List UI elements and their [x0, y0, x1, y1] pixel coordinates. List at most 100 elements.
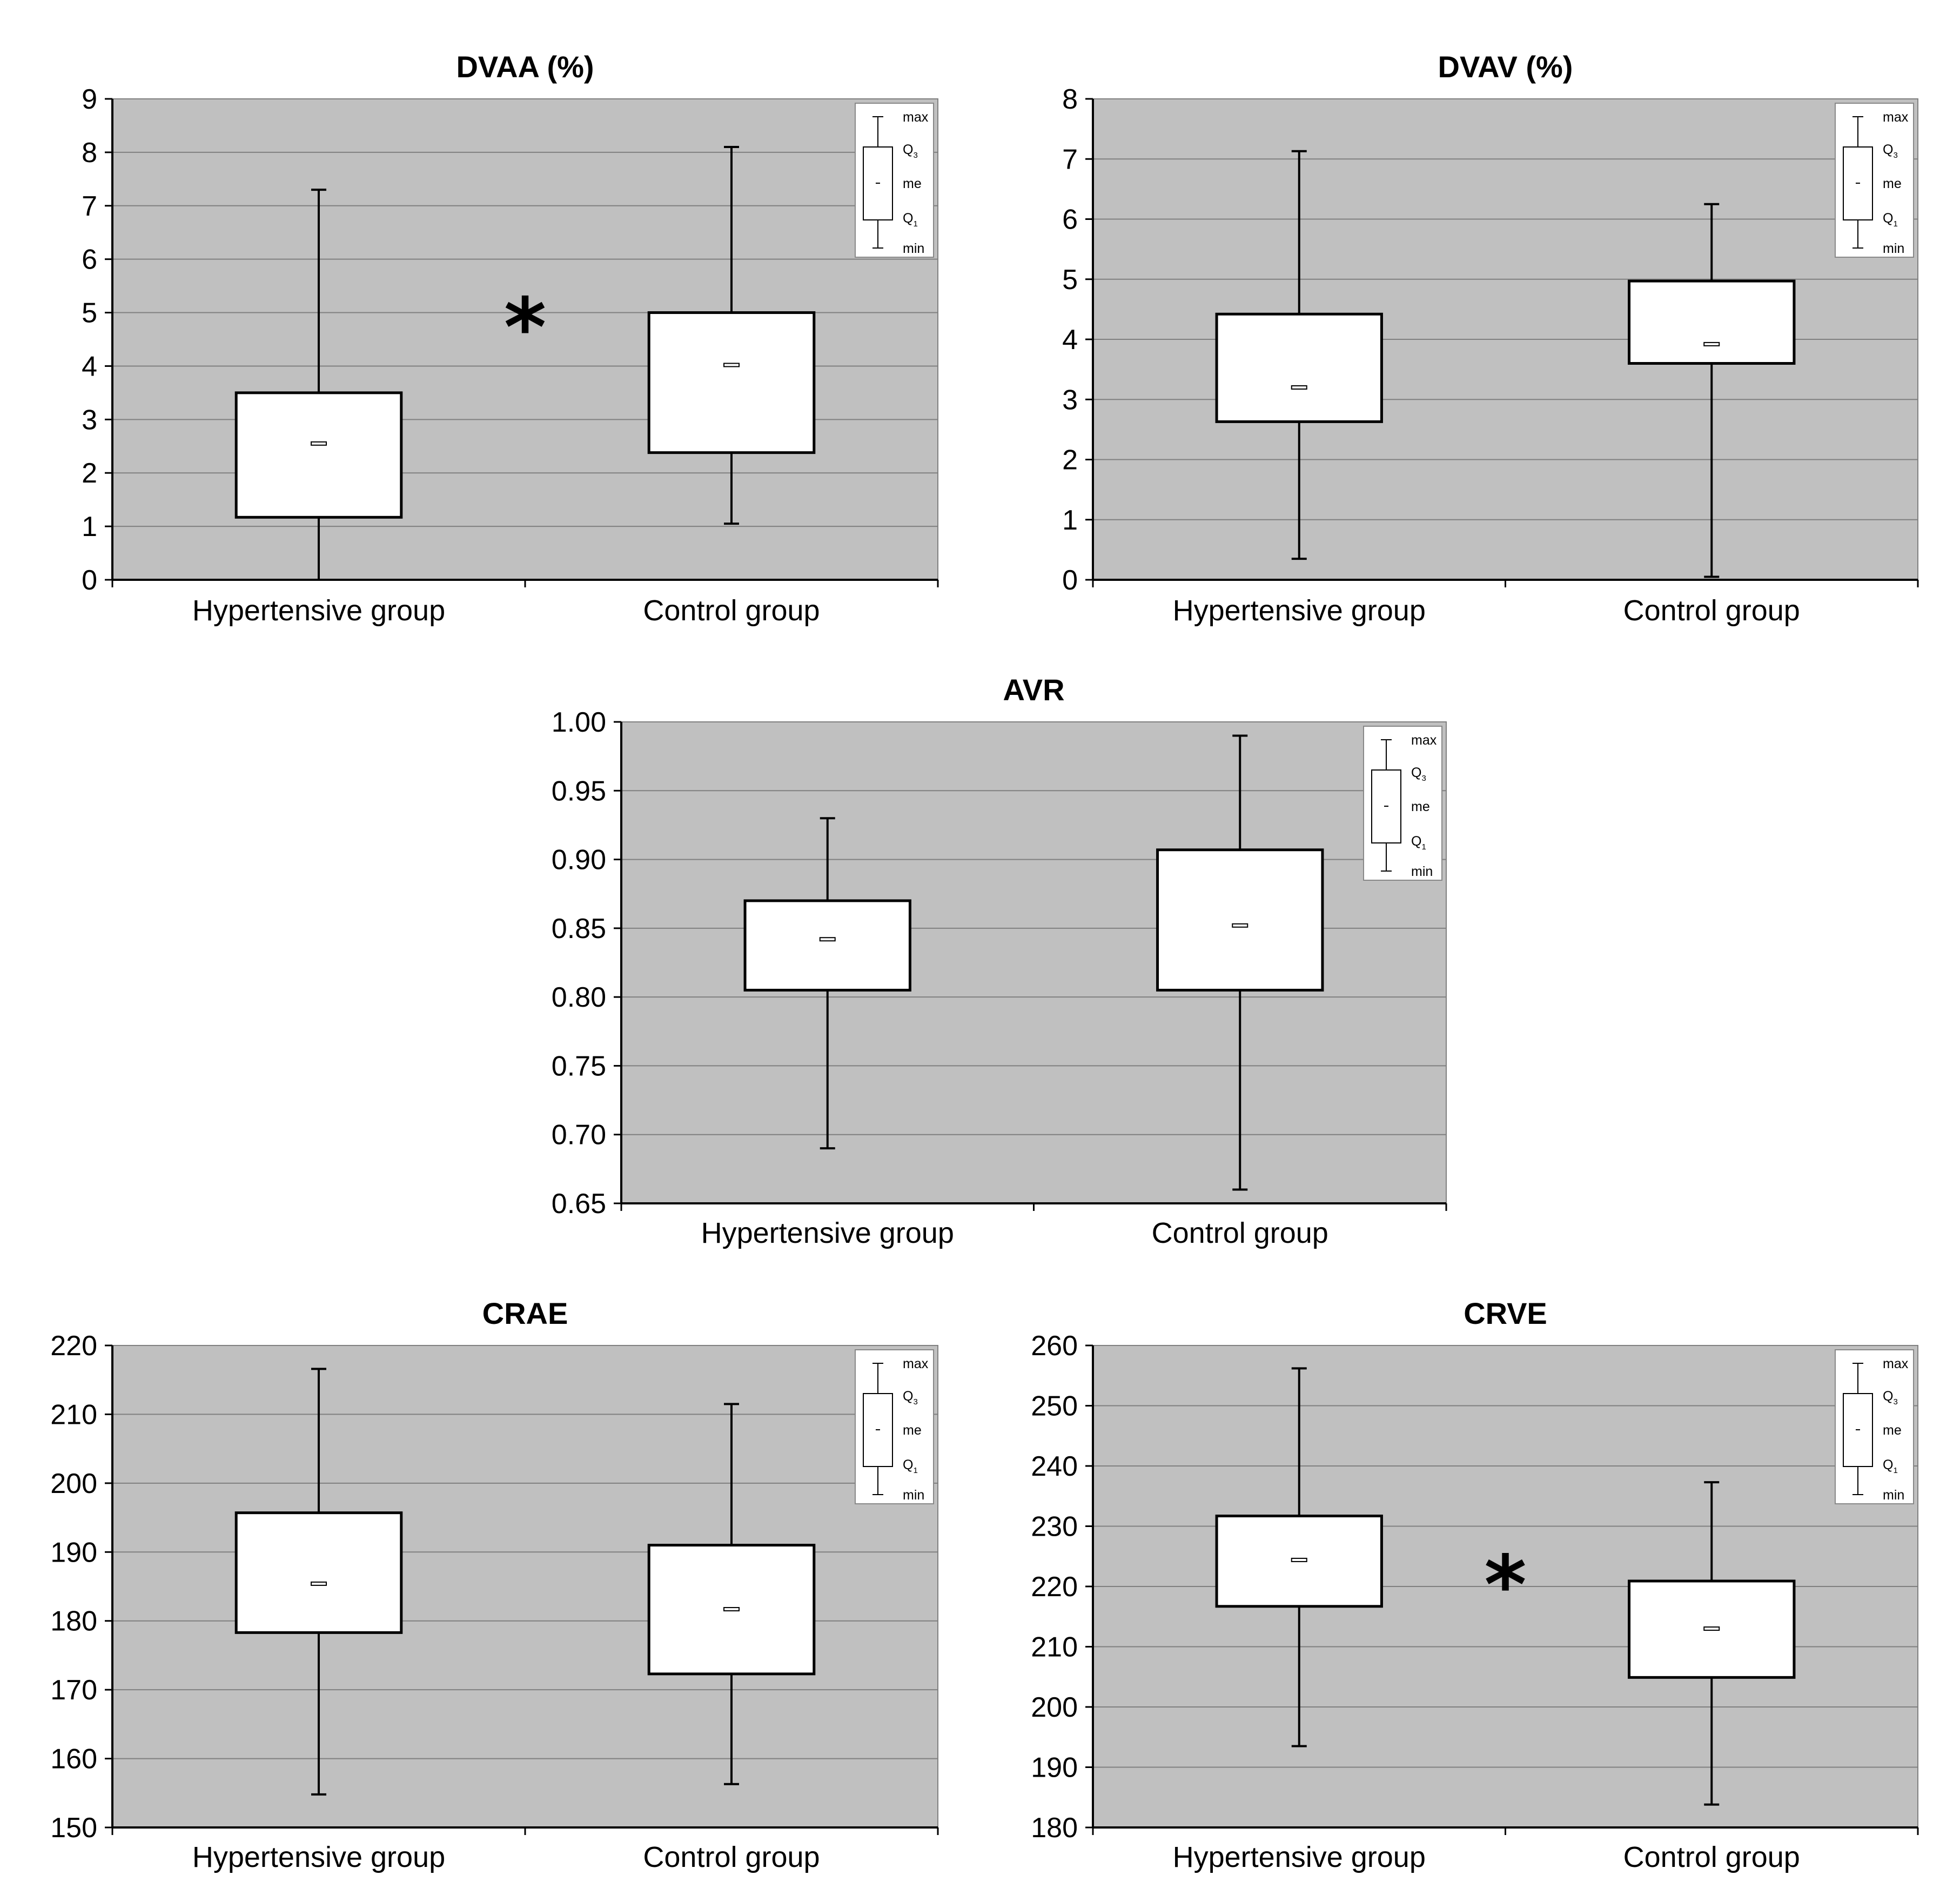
- y-tick-label: 1.00: [552, 707, 606, 738]
- legend-label: min: [1411, 864, 1433, 879]
- y-tick-label: 0.95: [552, 775, 606, 807]
- legend-label: max: [903, 110, 929, 125]
- y-tick-label: 4: [82, 351, 97, 382]
- y-tick-label: 200: [1031, 1692, 1078, 1723]
- y-tick-label: 1: [82, 511, 97, 543]
- median-marker: [1703, 1626, 1720, 1631]
- y-tick-label: 2: [1062, 445, 1078, 476]
- chart-title: CRAE: [482, 1296, 568, 1330]
- y-tick-label: 180: [1031, 1812, 1078, 1844]
- median-marker: [1291, 385, 1307, 390]
- box-2: [647, 146, 816, 525]
- legend-label: min: [1883, 1488, 1904, 1503]
- box-2: [647, 1403, 816, 1785]
- x-category-label: Control group: [1152, 1217, 1328, 1249]
- median-marker: [723, 363, 740, 367]
- median-marker: [723, 1607, 740, 1612]
- x-category-label: Control group: [643, 1841, 820, 1873]
- y-tick-label: 170: [50, 1675, 97, 1706]
- legend-label: min: [1883, 241, 1904, 256]
- y-tick-label: 150: [50, 1812, 97, 1844]
- legend-label: max: [1883, 110, 1909, 125]
- box-2: [1628, 203, 1796, 578]
- y-tick-label: 220: [50, 1330, 97, 1362]
- iqr-box: [234, 391, 403, 519]
- y-tick-label: 3: [82, 404, 97, 436]
- legend-label: max: [1411, 733, 1437, 748]
- legend-label: me: [1883, 1423, 1902, 1438]
- y-tick-label: 5: [82, 298, 97, 329]
- y-tick-label: 160: [50, 1744, 97, 1775]
- chart-title: DVAA (%): [456, 50, 594, 84]
- y-tick-label: 5: [1062, 264, 1078, 296]
- y-tick-label: 2: [82, 458, 97, 489]
- legend-label: min: [903, 1488, 924, 1503]
- chart-title: DVAV (%): [1438, 50, 1573, 84]
- iqr-box: [1156, 848, 1324, 992]
- y-tick-label: 200: [50, 1468, 97, 1499]
- legend-label: min: [903, 241, 924, 256]
- x-category-label: Control group: [643, 594, 820, 627]
- legend-label: max: [903, 1356, 929, 1371]
- legend-label: me: [903, 176, 922, 191]
- median-marker: [311, 1581, 327, 1586]
- chart-5: 180 190 200 210 220 230 240 250 260 CRVE Hypertens…: [1031, 1296, 1919, 1873]
- legend-label: me: [1883, 176, 1902, 191]
- y-tick-label: 260: [1031, 1330, 1078, 1362]
- iqr-box: [1628, 279, 1796, 365]
- legend-label: max: [1883, 1356, 1909, 1371]
- median-marker: [1232, 923, 1249, 928]
- y-tick-label: 7: [82, 191, 97, 222]
- y-tick-label: 240: [1031, 1451, 1078, 1482]
- box-1: [234, 1368, 403, 1796]
- legend-label: me: [1411, 799, 1430, 814]
- y-tick-label: 1: [1062, 505, 1078, 536]
- significance-asterisk: *: [1484, 1538, 1526, 1632]
- chart-title: CRVE: [1464, 1296, 1547, 1330]
- y-tick-label: 4: [1062, 324, 1078, 356]
- chart-4: 150 160 170 180 190 200 210 220 CRAE Hypertensive…: [50, 1296, 939, 1873]
- y-tick-label: 180: [50, 1606, 97, 1637]
- y-tick-label: 190: [1031, 1752, 1078, 1784]
- x-category-label: Hypertensive group: [701, 1217, 954, 1249]
- median-marker: [1291, 1557, 1307, 1562]
- y-tick-label: 3: [1062, 384, 1078, 416]
- iqr-box: [1215, 312, 1383, 423]
- box-2: [1156, 734, 1324, 1191]
- median-marker: [1703, 341, 1720, 346]
- y-tick-label: 6: [1062, 204, 1078, 236]
- x-category-label: Control group: [1623, 1841, 1800, 1873]
- box-1: [1215, 150, 1383, 560]
- box-1: [1215, 1367, 1383, 1747]
- y-tick-label: 210: [1031, 1632, 1078, 1663]
- y-tick-label: 250: [1031, 1391, 1078, 1422]
- iqr-box: [647, 311, 816, 454]
- y-tick-label: 9: [82, 84, 97, 115]
- y-tick-label: 0.70: [552, 1120, 606, 1151]
- chart-3: 0.65 0.70 0.75 0.80 0.85 0.90 0.95 1.00 AVR Hyper…: [552, 673, 1447, 1249]
- y-tick-label: 8: [82, 137, 97, 169]
- y-tick-label: 7: [1062, 144, 1078, 175]
- box-1: [743, 817, 911, 1150]
- iqr-box: [743, 899, 911, 992]
- y-tick-label: 0.90: [552, 845, 606, 876]
- median-marker: [819, 937, 836, 942]
- y-tick-label: 0: [82, 565, 97, 596]
- iqr-box: [234, 1511, 403, 1634]
- chart-1: 0 1 2 3 4 5 6 7 8 9 DVAA (%) Hypertensive group Cont…: [82, 50, 939, 627]
- x-category-label: Hypertensive group: [1173, 1841, 1426, 1873]
- y-tick-label: 0.65: [552, 1188, 606, 1220]
- y-tick-label: 0.75: [552, 1050, 606, 1082]
- chart-2: 0 1 2 3 4 5 6 7 8 DVAV (%) Hypertensive group Contr…: [1062, 50, 1919, 627]
- x-category-label: Hypertensive group: [192, 1841, 445, 1873]
- y-tick-label: 190: [50, 1537, 97, 1568]
- y-tick-label: 0.85: [552, 913, 606, 945]
- y-tick-label: 0.80: [552, 982, 606, 1013]
